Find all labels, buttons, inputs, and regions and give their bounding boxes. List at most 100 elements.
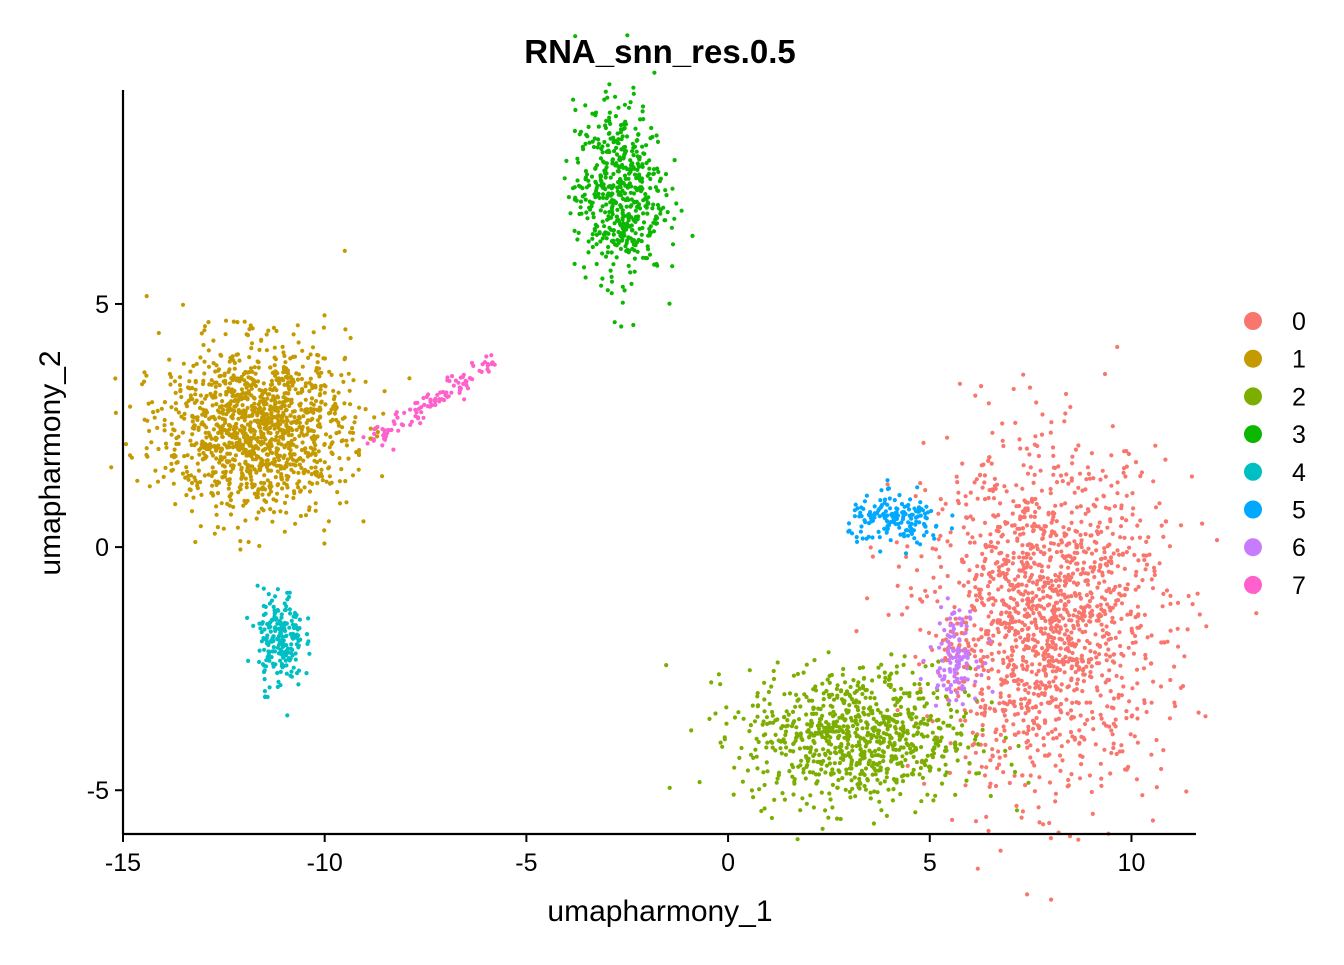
point-0: [1033, 496, 1038, 502]
point-6: [979, 673, 984, 678]
point-1: [303, 513, 309, 518]
point-0: [1008, 583, 1014, 588]
point-2: [885, 708, 890, 713]
point-1: [146, 401, 151, 406]
point-1: [311, 330, 316, 335]
point-2: [866, 760, 872, 765]
point-1: [249, 393, 254, 398]
point-1: [212, 380, 217, 385]
point-1: [303, 384, 308, 389]
point-0: [994, 528, 999, 533]
point-2: [891, 718, 897, 723]
point-0: [1027, 452, 1032, 457]
point-0: [1072, 556, 1077, 561]
point-0: [1062, 583, 1067, 588]
point-0: [1097, 581, 1102, 586]
point-2: [762, 782, 767, 788]
point-3: [632, 248, 637, 253]
point-2: [840, 713, 845, 718]
point-3: [624, 134, 630, 139]
point-0: [1126, 451, 1131, 457]
point-0: [1017, 619, 1022, 624]
point-0: [1062, 607, 1067, 612]
point-0: [1048, 836, 1053, 841]
point-2: [906, 707, 911, 712]
point-2: [762, 680, 767, 685]
point-7: [408, 422, 413, 427]
point-0: [1111, 696, 1116, 701]
point-0: [1031, 611, 1036, 616]
point-3: [613, 114, 619, 119]
point-4: [258, 626, 263, 631]
point-0: [905, 763, 910, 769]
point-2: [812, 740, 817, 746]
point-7: [402, 410, 407, 415]
point-2: [770, 745, 775, 750]
point-0: [1075, 561, 1080, 566]
point-1: [204, 435, 209, 440]
point-2: [861, 676, 867, 681]
point-5: [932, 536, 937, 541]
point-6: [964, 624, 969, 629]
point-5: [880, 512, 885, 517]
point-3: [657, 179, 663, 184]
point-0: [1049, 578, 1054, 584]
point-7: [361, 435, 366, 440]
point-5: [885, 526, 890, 531]
point-1: [238, 547, 243, 552]
x-tick-label: -10: [307, 849, 343, 877]
point-2: [843, 753, 848, 758]
point-1: [294, 420, 299, 425]
point-0: [1095, 531, 1101, 537]
point-4: [279, 612, 284, 617]
point-4: [262, 668, 267, 673]
point-0: [1079, 656, 1084, 662]
point-0: [988, 758, 993, 763]
point-1: [213, 470, 218, 475]
point-0: [1074, 687, 1079, 692]
point-7: [430, 403, 435, 408]
point-0: [1142, 698, 1147, 703]
point-0: [1094, 655, 1099, 660]
point-3: [584, 210, 589, 215]
point-2: [901, 724, 906, 729]
point-0: [1034, 501, 1039, 507]
point-0: [1068, 730, 1074, 735]
point-0: [1062, 531, 1067, 536]
point-0: [1117, 583, 1122, 588]
point-1: [252, 467, 257, 472]
point-0: [996, 568, 1002, 574]
point-7: [421, 395, 426, 401]
point-1: [287, 425, 292, 430]
point-4: [270, 618, 275, 623]
point-7: [380, 427, 385, 432]
point-1: [317, 405, 322, 410]
point-6: [961, 654, 966, 659]
point-1: [299, 407, 304, 412]
point-2: [1012, 769, 1018, 775]
point-0: [998, 694, 1003, 700]
point-0: [1132, 552, 1137, 558]
point-1: [218, 454, 223, 459]
point-3: [574, 198, 579, 203]
point-1: [198, 524, 203, 529]
point-0: [1056, 542, 1061, 548]
point-1: [281, 419, 286, 424]
point-0: [1142, 557, 1147, 563]
point-0: [1049, 729, 1055, 734]
point-1: [308, 352, 313, 357]
point-1: [244, 453, 249, 458]
point-1: [204, 408, 209, 413]
point-0: [1027, 685, 1032, 690]
point-7: [408, 407, 413, 412]
point-3: [600, 276, 605, 281]
point-3: [572, 185, 577, 190]
point-0: [1090, 811, 1095, 817]
point-0: [947, 770, 953, 776]
point-1: [262, 481, 267, 486]
point-2: [875, 739, 880, 744]
point-4: [275, 587, 280, 592]
point-0: [1081, 560, 1087, 565]
point-0: [988, 596, 993, 601]
point-2: [820, 713, 825, 719]
